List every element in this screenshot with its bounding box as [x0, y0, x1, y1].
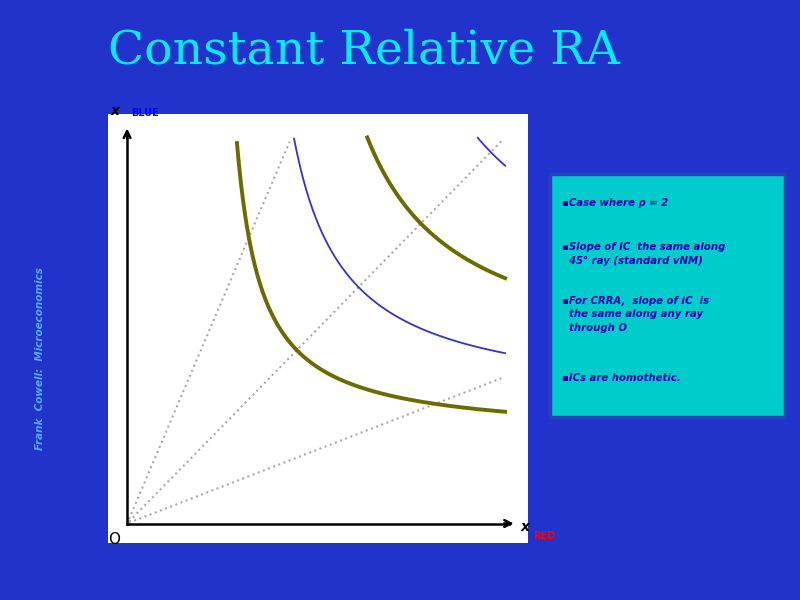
Text: RED: RED: [533, 531, 555, 541]
Text: ▪Case where ρ = 2: ▪Case where ρ = 2: [562, 198, 668, 208]
Text: x: x: [520, 520, 530, 535]
Text: ▪Slope of IC  the same along
  45° ray (standard vNM): ▪Slope of IC the same along 45° ray (sta…: [562, 242, 726, 266]
Text: ▪For CRRA,  slope of IC  is
  the same along any ray
  through O: ▪For CRRA, slope of IC is the same along…: [562, 295, 709, 332]
Text: ▪ICs are homothetic.: ▪ICs are homothetic.: [562, 373, 681, 383]
Text: Constant Relative RA: Constant Relative RA: [108, 28, 620, 73]
Text: O: O: [108, 532, 120, 547]
Text: BLUE: BLUE: [131, 108, 158, 118]
Text: x: x: [110, 104, 119, 118]
Text: Frank  Cowell:  Microeconomics: Frank Cowell: Microeconomics: [35, 268, 45, 451]
